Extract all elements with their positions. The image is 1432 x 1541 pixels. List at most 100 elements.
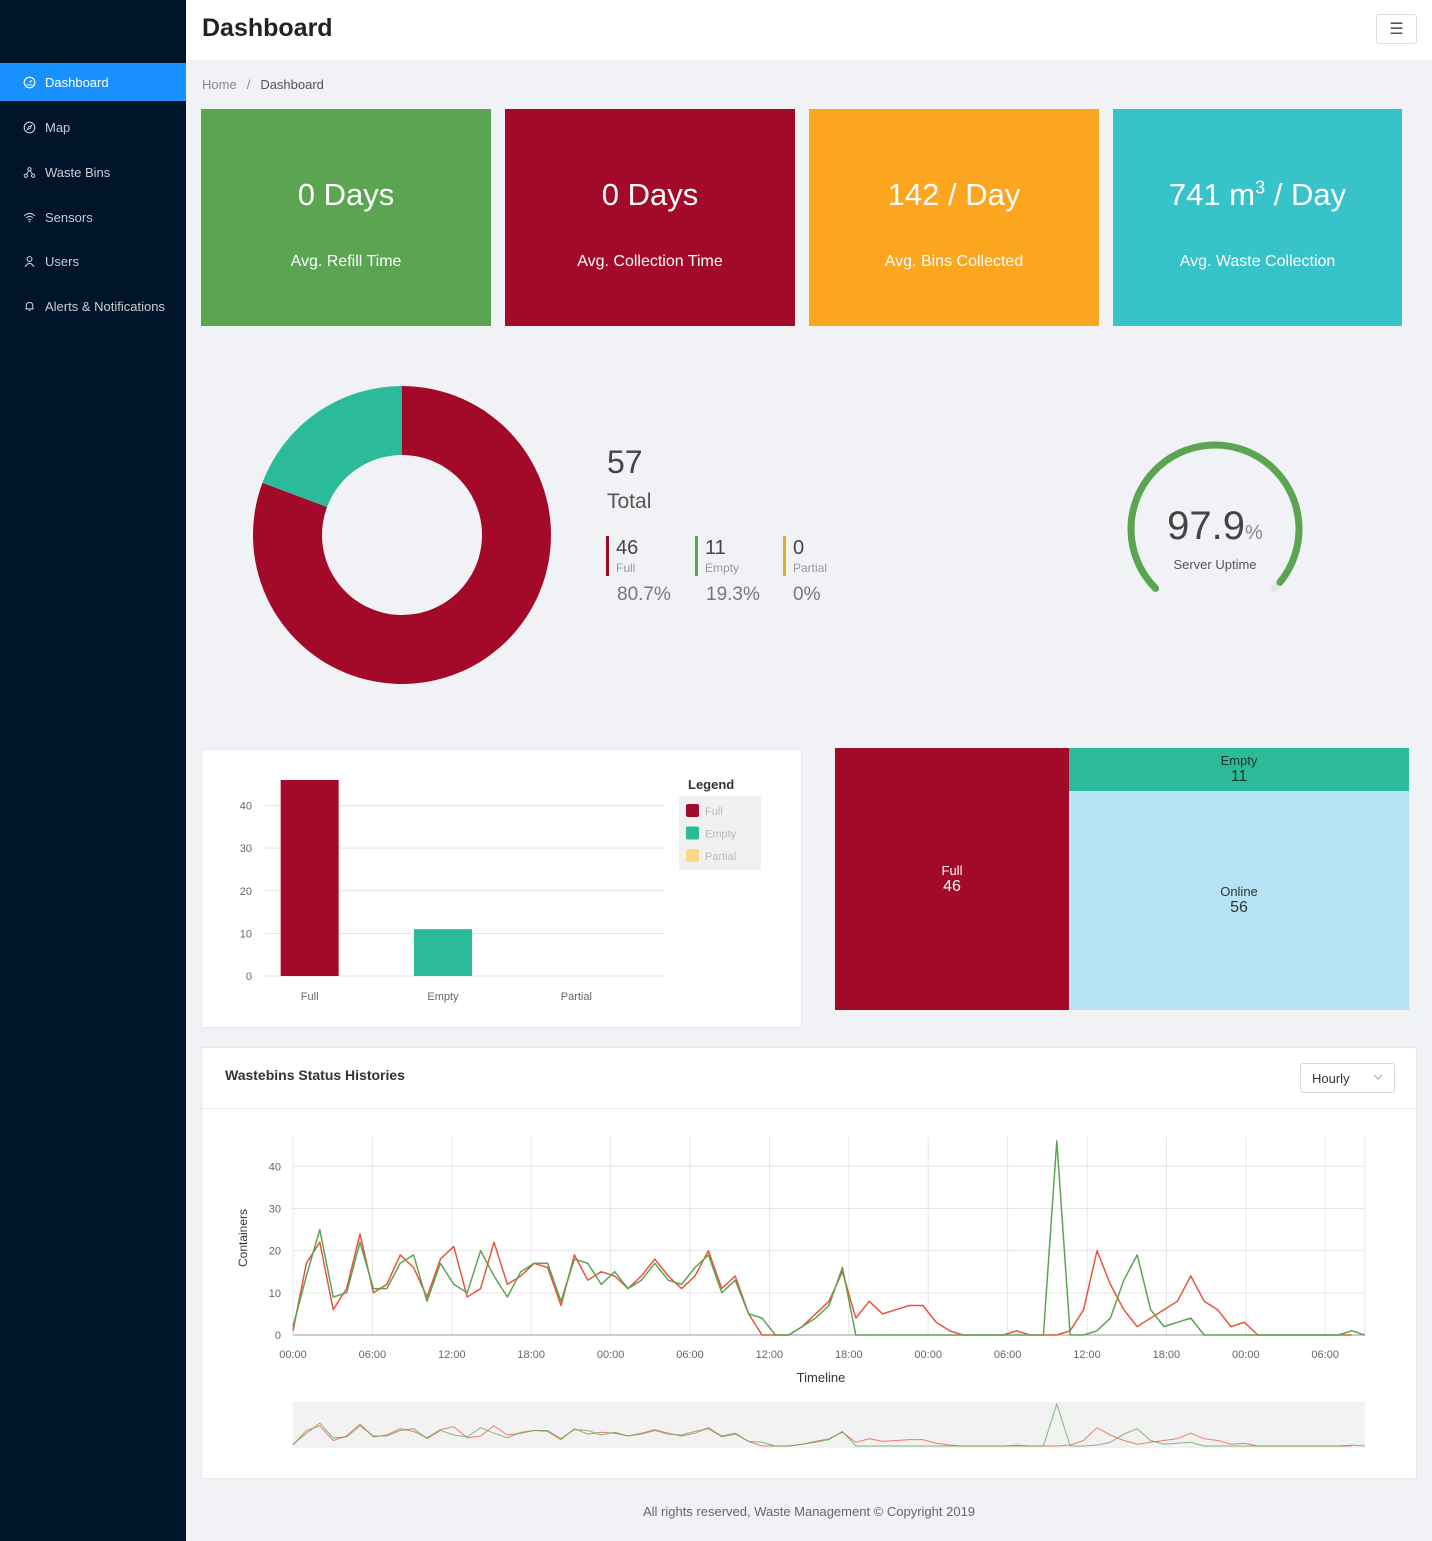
stat-card-refill-time: 0 Days Avg. Refill Time	[201, 109, 491, 326]
stat-card-waste-collection: 741 m3 / Day Avg. Waste Collection	[1113, 109, 1402, 326]
y-tick-label: 10	[240, 928, 252, 940]
summary-percent-partial: 0%	[793, 584, 821, 605]
summary-count: 11	[705, 537, 726, 559]
sidebar-item-users[interactable]: Users	[0, 242, 186, 280]
x-tick-label: 06:00	[676, 1349, 704, 1361]
dashboard-icon	[22, 75, 36, 89]
compass-icon	[22, 120, 36, 134]
x-axis-label: Timeline	[797, 1370, 846, 1385]
uptime-gauge	[1127, 441, 1303, 592]
x-tick-label: 18:00	[1153, 1349, 1181, 1361]
uptime-unit: %	[1245, 522, 1263, 544]
stat-card-collection-time: 0 Days Avg. Collection Time	[505, 109, 795, 326]
breadcrumb-home[interactable]: Home	[202, 77, 237, 92]
y-tick-label: 10	[269, 1288, 281, 1300]
treemap-cell-online: Online 56	[1069, 791, 1409, 1010]
stat-label: Avg. Waste Collection	[1179, 253, 1336, 270]
treemap-name: Full	[941, 862, 963, 878]
bell-icon	[22, 299, 36, 313]
sidebar-item-label: Users	[45, 253, 79, 269]
total-count: 57	[607, 444, 643, 480]
treemap-name: Online	[1220, 884, 1258, 899]
summary-name: Partial	[793, 561, 828, 575]
x-tick-label: 18:00	[835, 1349, 863, 1361]
wifi-icon	[22, 210, 36, 224]
stat-label: Avg. Bins Collected	[884, 253, 1024, 270]
hamburger-button[interactable]: ☰	[1376, 14, 1417, 44]
total-label: Total	[607, 490, 652, 513]
history-panel: Wastebins Status Histories Hourly 0 10 20 3…	[201, 1047, 1417, 1479]
treemap-value: 11	[1230, 768, 1248, 785]
x-tick-label: 18:00	[517, 1349, 545, 1361]
y-axis-label: Containers	[236, 1209, 250, 1267]
breadcrumb-current: Dashboard	[260, 77, 324, 92]
legend-item[interactable]: Empty	[705, 829, 737, 841]
bar-empty[interactable]	[414, 929, 472, 976]
series-line-0	[292, 1233, 1352, 1336]
sidebar: Dashboard Map Waste Bins Sensors Users A…	[0, 0, 186, 1541]
treemap: Full 46 Empty 11 Online 56	[835, 748, 1409, 1010]
bar-full[interactable]	[280, 780, 339, 976]
bar-chart-panel: 0 10 20 30 40 Full Empty Partial Legend Full Empty…	[201, 749, 802, 1028]
stat-value: 741 m3 / Day	[1113, 177, 1402, 213]
x-tick-label: Partial	[561, 991, 592, 1003]
page-title: Dashboard	[202, 14, 333, 42]
uptime-number: 97.9	[1167, 504, 1246, 548]
sidebar-item-map[interactable]: Map	[0, 108, 186, 146]
hamburger-icon: ☰	[1389, 21, 1404, 38]
sidebar-item-dashboard[interactable]: Dashboard	[0, 63, 186, 101]
legend-swatch	[686, 849, 699, 862]
status-donut-chart	[253, 386, 551, 684]
stat-label: Avg. Collection Time	[577, 253, 723, 270]
y-tick-label: 20	[269, 1246, 281, 1258]
sidebar-item-sensors[interactable]: Sensors	[0, 198, 186, 236]
x-tick-label: 00:00	[914, 1349, 942, 1361]
y-tick-label: 20	[240, 886, 252, 898]
summary-percent-full: 80.7%	[617, 584, 671, 605]
stat-label: Avg. Refill Time	[290, 253, 402, 270]
data-zoom-track[interactable]	[293, 1402, 1365, 1448]
x-tick-label: 00:00	[597, 1349, 625, 1361]
treemap-value: 46	[943, 877, 961, 895]
stat-value-sup: 3	[1255, 177, 1266, 198]
summary-empty: 11 Empty	[695, 536, 739, 576]
sidebar-item-label: Sensors	[45, 209, 93, 225]
divider	[202, 1108, 1416, 1109]
legend-item[interactable]: Full	[705, 806, 723, 818]
series-line-1	[292, 1140, 1366, 1336]
treemap-cell-empty: Empty 11	[1069, 748, 1409, 791]
x-tick-label: Full	[301, 991, 319, 1003]
summary-count: 46	[616, 537, 639, 559]
stat-card-bins-collected: 142 / Day Avg. Bins Collected	[809, 109, 1099, 326]
legend-item[interactable]: Partial	[705, 851, 736, 863]
x-tick-label: 12:00	[756, 1349, 784, 1361]
footer: All rights reserved, Waste Management © …	[642, 1504, 976, 1519]
stat-value-prefix: 741 m	[1168, 177, 1256, 212]
x-tick-label: 06:00	[1311, 1349, 1339, 1361]
summary-name: Full	[616, 561, 636, 575]
data-zoom-line-0	[292, 1423, 1352, 1447]
y-tick-label: 0	[275, 1330, 281, 1342]
breadcrumb: Home / Dashboard	[202, 77, 324, 92]
status-bar-chart: 0 10 20 30 40 Full Empty Partial Legend Full Empty…	[240, 777, 761, 1003]
x-tick-label: 06:00	[994, 1349, 1022, 1361]
period-select-value: Hourly	[1312, 1070, 1350, 1086]
chevron-down-icon	[1373, 1074, 1383, 1080]
stat-value: 0 Days	[297, 177, 395, 212]
uptime-label: Server Uptime	[1173, 557, 1257, 572]
sidebar-item-label: Alerts & Notifications	[45, 298, 165, 314]
y-tick-label: 30	[269, 1203, 281, 1215]
legend-title: Legend	[688, 777, 734, 792]
period-select[interactable]: Hourly	[1300, 1063, 1395, 1093]
user-icon	[22, 254, 36, 268]
x-tick-label: 12:00	[1073, 1349, 1101, 1361]
sidebar-item-alerts[interactable]: Alerts & Notifications	[0, 287, 186, 325]
sidebar-item-label: Map	[45, 119, 71, 135]
treemap-cell-full: Full 46	[835, 748, 1069, 1010]
history-title: Wastebins Status Histories	[225, 1067, 405, 1083]
stat-value: 142 / Day	[887, 177, 1021, 212]
donut-slice-full	[253, 386, 551, 684]
sidebar-item-waste-bins[interactable]: Waste Bins	[0, 153, 186, 191]
donut-slice-empty	[262, 386, 402, 507]
summary-full: 46 Full	[606, 536, 638, 576]
